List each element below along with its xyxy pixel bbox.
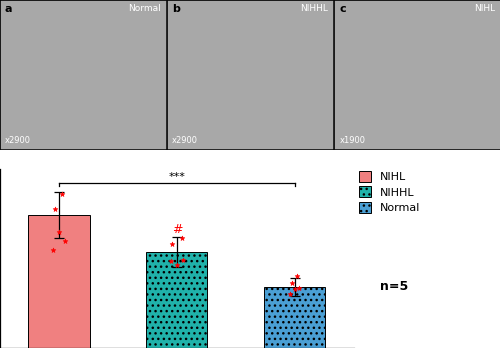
Text: #: # — [172, 223, 182, 236]
Text: ***: *** — [168, 172, 186, 182]
Point — [49, 247, 57, 253]
Bar — [146, 252, 208, 348]
Text: NIHL: NIHL — [474, 5, 495, 14]
Point — [167, 259, 175, 264]
Text: NIHHL: NIHHL — [300, 5, 328, 14]
Point — [178, 258, 186, 263]
Text: b: b — [172, 5, 180, 15]
Text: c: c — [340, 5, 346, 15]
Text: Normal: Normal — [128, 5, 160, 14]
Bar — [28, 215, 90, 348]
Point — [55, 230, 63, 235]
Text: x2900: x2900 — [172, 136, 198, 145]
Point — [290, 286, 298, 292]
Point — [58, 191, 66, 197]
Point — [293, 274, 301, 279]
Text: a: a — [5, 5, 12, 15]
Bar — [264, 287, 326, 348]
Text: x1900: x1900 — [340, 136, 365, 145]
Point — [296, 285, 304, 291]
Point — [61, 238, 69, 243]
Point — [168, 241, 176, 247]
Text: n=5: n=5 — [380, 280, 408, 293]
Point — [288, 280, 296, 286]
Text: x2900: x2900 — [5, 136, 31, 145]
Legend: NIHL, NIHHL, Normal: NIHL, NIHHL, Normal — [359, 171, 420, 213]
Point — [178, 236, 186, 241]
Point — [173, 262, 181, 268]
Point — [286, 291, 294, 296]
Point — [52, 207, 60, 212]
